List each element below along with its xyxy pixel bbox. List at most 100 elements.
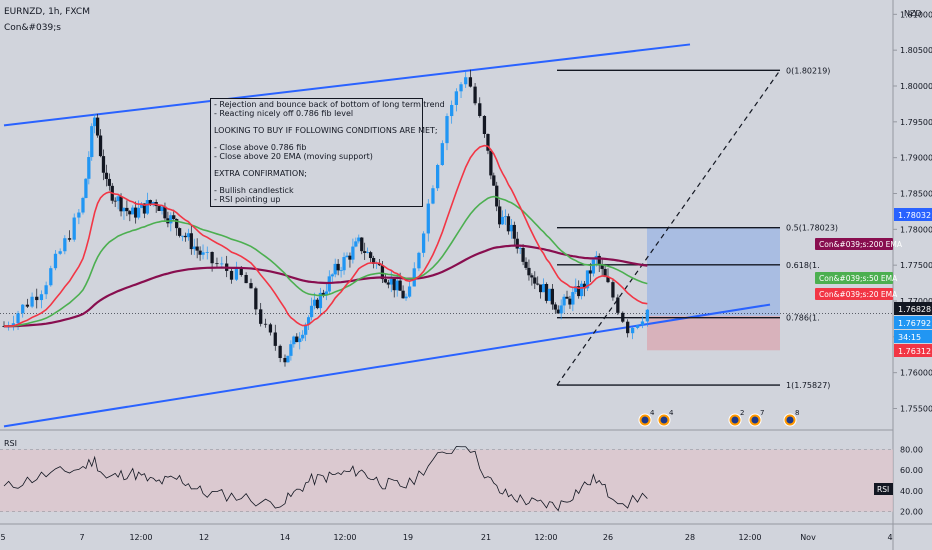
time-tick-label: 21	[481, 533, 491, 542]
price-badge-label: 1.78032	[898, 211, 931, 220]
candle-body	[298, 338, 302, 343]
price-badge-label: 34:15	[898, 333, 921, 342]
time-tick-label: 5	[0, 533, 5, 542]
candle-body	[330, 274, 334, 277]
time-tick-label: 14	[280, 533, 290, 542]
note-line: - Rejection and bounce back of bottom of…	[214, 100, 445, 109]
candle-body	[122, 207, 126, 212]
candle-body	[192, 246, 196, 250]
candle-body	[527, 267, 531, 276]
rsi-tick-label: 80.00	[900, 446, 923, 455]
candle-body	[315, 299, 320, 309]
candle-body	[131, 207, 135, 215]
event-marker[interactable]: 4	[657, 409, 674, 427]
candle-body	[210, 251, 214, 264]
event-marker[interactable]: 4	[638, 409, 655, 427]
candle-body	[342, 257, 346, 271]
profit-zone	[647, 227, 780, 316]
candle-body	[421, 233, 426, 253]
candle-body	[125, 207, 129, 212]
candle-body	[229, 270, 234, 280]
candle-body	[21, 304, 25, 314]
candle-body	[295, 336, 299, 343]
candle-body	[380, 265, 385, 280]
time-tick-label: 12:00	[333, 533, 356, 542]
candle-body	[616, 297, 620, 313]
candle-body	[495, 185, 499, 207]
candle-body	[128, 211, 132, 215]
candle-body	[84, 178, 88, 198]
candle-body	[577, 286, 581, 297]
candle-body	[395, 280, 399, 291]
time-tick-label: 26	[603, 533, 613, 542]
candle-body	[503, 216, 508, 218]
note-line: - Bullish candlestick	[214, 185, 294, 195]
event-marker[interactable]: 7	[748, 409, 764, 427]
rsi-tick-label: 40.00	[900, 487, 923, 496]
symbol-title[interactable]: EURNZD, 1h, FXCM	[4, 7, 90, 17]
time-tick-label: 28	[685, 533, 695, 542]
price-badge-label: 1.76828	[898, 305, 931, 314]
candle-body	[515, 238, 519, 249]
indicator-title[interactable]: Con&#039;s	[4, 23, 61, 33]
candle-body	[562, 296, 566, 306]
rsi-badge: RSI	[877, 485, 889, 494]
candle-body	[559, 305, 563, 314]
candle-body	[67, 238, 72, 240]
candle-body	[145, 200, 150, 214]
candle-body	[336, 263, 340, 271]
candle-body	[571, 292, 575, 305]
candle-body	[371, 258, 376, 264]
fib-label: 0.786(1.	[786, 314, 820, 323]
candle-body	[268, 324, 273, 333]
candle-body	[49, 268, 53, 286]
chart-header: EURNZD, 1h, FXCM Con&#039;s	[4, 4, 90, 36]
candle-body	[215, 263, 219, 265]
candle-body	[556, 309, 560, 314]
candle-body	[500, 216, 505, 225]
rsi-tick-label: 20.00	[900, 508, 923, 517]
trade-note-box[interactable]: - Rejection and bounce back of bottom of…	[210, 98, 445, 207]
candle-body	[473, 86, 477, 104]
candle-body	[339, 270, 343, 272]
candle-body	[407, 286, 412, 297]
candle-body	[363, 251, 367, 253]
channel-lower-line	[3, 303, 771, 428]
rsi-band	[0, 449, 893, 512]
candle-body	[306, 317, 311, 325]
rsi-title: RSI	[4, 439, 17, 448]
candle-body	[640, 321, 645, 326]
candle-body	[426, 203, 430, 234]
candle-body	[107, 178, 111, 186]
candle-body	[44, 285, 48, 295]
candle-body	[404, 296, 408, 299]
candle-body	[366, 252, 370, 253]
candle-body	[518, 247, 522, 249]
event-marker[interactable]: 8	[783, 409, 799, 427]
candle-body	[151, 201, 155, 204]
candle-body	[119, 196, 123, 212]
candle-body	[104, 172, 109, 179]
price-tick-label: 1.76000	[900, 369, 932, 378]
candle-body	[635, 325, 640, 328]
candle-body	[588, 270, 593, 274]
candle-body	[544, 284, 549, 301]
candle-body	[169, 215, 173, 224]
candle-body	[597, 255, 601, 266]
fib-label: 1(1.75827)	[786, 381, 830, 390]
event-marker[interactable]: 2	[728, 409, 744, 427]
candle-body	[183, 235, 188, 238]
ema-label-bg	[815, 238, 893, 250]
price-tick-label: 1.78000	[900, 225, 932, 234]
candle-body	[580, 283, 584, 297]
candle-body	[95, 117, 100, 136]
candle-body	[357, 237, 361, 242]
candle-body	[201, 252, 205, 255]
candle-body	[541, 284, 546, 293]
candle-body	[464, 77, 468, 85]
candle-body	[134, 207, 138, 218]
candle-body	[101, 156, 106, 173]
candle-body	[186, 233, 191, 238]
